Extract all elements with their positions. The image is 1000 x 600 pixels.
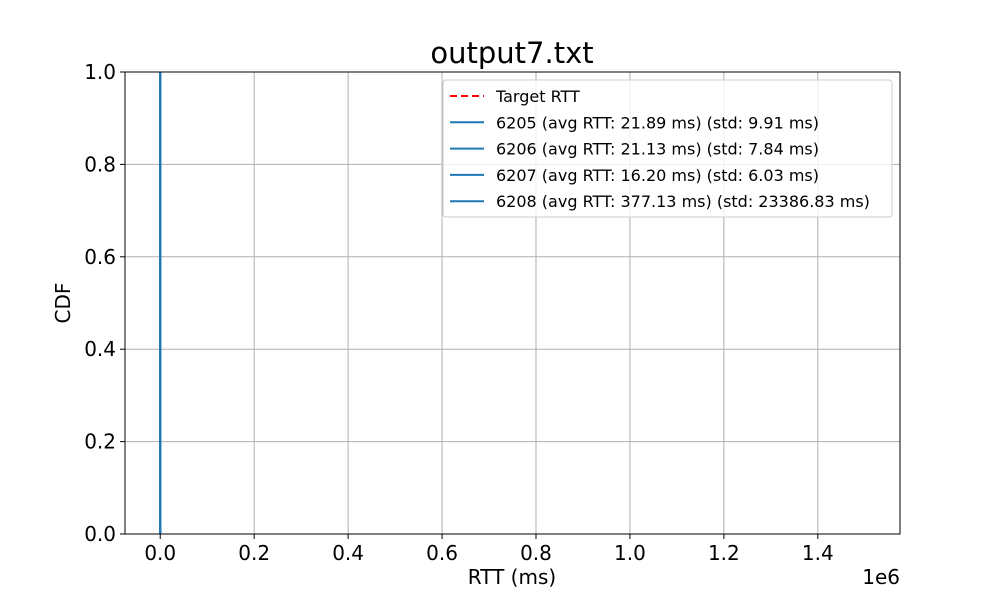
legend-entry: Target RTT bbox=[495, 87, 580, 106]
x-tick-label: 1.0 bbox=[614, 541, 646, 565]
y-tick-label: 0.2 bbox=[84, 430, 116, 454]
legend-entry: 6206 (avg RTT: 21.13 ms) (std: 7.84 ms) bbox=[496, 140, 819, 159]
axis-ticks: 0.0 0.2 0.4 0.6 0.8 1.0 1.2 1.4 0.0 0.2 0.4 0.6 0.8 1… bbox=[84, 60, 834, 565]
y-axis-title: CDF bbox=[51, 283, 75, 324]
x-tick-label: 1.4 bbox=[802, 541, 834, 565]
legend-box bbox=[442, 79, 893, 218]
x-axis-title: RTT (ms) bbox=[468, 565, 556, 589]
legend-entry: 6205 (avg RTT: 21.89 ms) (std: 9.91 ms) bbox=[496, 113, 819, 132]
legend-entry: 6207 (avg RTT: 16.20 ms) (std: 6.03 ms) bbox=[496, 166, 819, 185]
x-tick-label: 0.0 bbox=[144, 541, 176, 565]
x-axis-offset-label: 1e6 bbox=[862, 565, 900, 589]
plot-frame bbox=[124, 71, 901, 535]
x-tick-label: 0.2 bbox=[238, 541, 270, 565]
y-tick-label: 0.6 bbox=[84, 245, 116, 269]
chart-title: output7.txt bbox=[430, 36, 593, 70]
x-tick-label: 0.4 bbox=[332, 541, 364, 565]
y-tick-label: 0.0 bbox=[84, 522, 116, 546]
y-tick-label: 0.8 bbox=[84, 152, 116, 176]
x-tick-label: 0.8 bbox=[520, 541, 552, 565]
x-tick-label: 1.2 bbox=[708, 541, 740, 565]
legend: Target RTT 6205 (avg RTT: 21.89 ms) (std:… bbox=[442, 79, 893, 218]
y-tick-label: 0.4 bbox=[84, 337, 116, 361]
legend-entry: 6208 (avg RTT: 377.13 ms) (std: 23386.83… bbox=[496, 192, 870, 211]
y-tick-label: 1.0 bbox=[84, 60, 116, 84]
x-tick-label: 0.6 bbox=[426, 541, 458, 565]
